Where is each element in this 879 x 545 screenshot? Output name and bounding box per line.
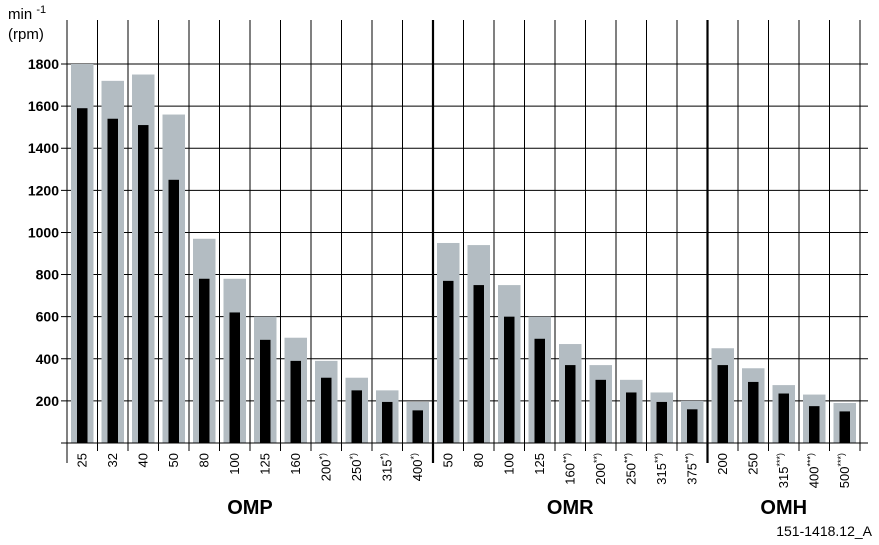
x-tick-label-footnote: **) bbox=[561, 453, 571, 463]
x-tick-label-footnote: *) bbox=[378, 453, 388, 460]
x-tick-label: 315***) bbox=[775, 453, 791, 488]
x-tick-label-number: 315 bbox=[379, 460, 394, 482]
x-tick-label: 315*) bbox=[378, 453, 394, 481]
x-tick-label: 200*) bbox=[317, 453, 333, 481]
bar-omp-dark bbox=[107, 118, 118, 443]
x-tick-label: 200 bbox=[715, 453, 730, 475]
bar-omh-dark bbox=[809, 406, 820, 443]
bar-omr-dark bbox=[565, 365, 576, 443]
y-tick-label: 1400 bbox=[28, 140, 59, 156]
bar-omp-dark bbox=[412, 410, 423, 443]
x-tick-label: 125 bbox=[532, 453, 547, 475]
figure-reference: 151-1418.12_A bbox=[776, 523, 872, 539]
bar-omh-dark bbox=[778, 393, 789, 443]
bar-omp-dark bbox=[168, 179, 179, 444]
x-tick-label-number: 250 bbox=[349, 460, 364, 482]
bars-layer bbox=[71, 64, 856, 444]
bar-omh-dark bbox=[839, 411, 850, 443]
x-tick-label-number: 315 bbox=[654, 463, 669, 485]
x-tick-label: 80 bbox=[471, 453, 486, 467]
y-axis-unit-rpm: (rpm) bbox=[8, 26, 44, 43]
bar-omp-dark bbox=[199, 278, 210, 443]
y-axis-unit-min-base: min bbox=[8, 6, 32, 23]
x-tick-label-number: 400 bbox=[410, 460, 425, 482]
y-tick-label: 1600 bbox=[28, 98, 59, 114]
bar-omp-dark bbox=[382, 401, 393, 443]
y-axis-unit-exponent: -1 bbox=[36, 4, 46, 16]
y-tick-label: 1200 bbox=[28, 182, 59, 198]
x-tick-label-number: 500 bbox=[837, 467, 852, 489]
y-tick-label: 600 bbox=[36, 309, 60, 325]
x-tick-label: 400***) bbox=[805, 453, 821, 488]
x-tick-label-number: 200 bbox=[593, 463, 608, 485]
x-tick-label: 80 bbox=[196, 453, 211, 467]
x-tick-label: 40 bbox=[135, 453, 150, 467]
x-tick-label: 250**) bbox=[622, 453, 638, 485]
bar-omr-dark bbox=[504, 316, 515, 443]
x-tick-label-number: 400 bbox=[806, 467, 821, 489]
x-tick-label-footnote: **) bbox=[653, 453, 663, 463]
x-tick-label: 400*) bbox=[409, 453, 425, 481]
y-axis-unit-min: min -1 bbox=[8, 4, 46, 23]
bar-omp-dark bbox=[290, 360, 301, 443]
axes-layer bbox=[61, 20, 868, 463]
bar-omr-dark bbox=[534, 338, 545, 443]
y-tick-label: 1000 bbox=[28, 224, 59, 240]
x-tick-label-footnote: *) bbox=[317, 453, 327, 460]
x-tick-label-number: 375 bbox=[684, 463, 699, 485]
x-tick-label-number: 250 bbox=[623, 463, 638, 485]
x-tick-label-number: 315 bbox=[776, 467, 791, 489]
group-label-omh: OMH bbox=[760, 497, 807, 519]
x-tick-label-footnote: *) bbox=[348, 453, 358, 460]
x-tick-label: 500***) bbox=[836, 453, 852, 488]
x-tick-label: 100 bbox=[227, 453, 242, 475]
y-tick-label: 1800 bbox=[28, 56, 59, 72]
x-tick-label: 125 bbox=[257, 453, 272, 475]
x-tick-label: 315**) bbox=[653, 453, 669, 485]
labels-layer: 200 400 600 800 1000 1200 1400 1600 1800 25 32 40 50… bbox=[28, 56, 852, 519]
x-tick-label: 32 bbox=[105, 453, 120, 467]
x-tick-label: 250 bbox=[745, 453, 760, 475]
bar-omp-dark bbox=[77, 108, 88, 443]
x-tick-label: 50 bbox=[166, 453, 181, 467]
grid-layer bbox=[61, 20, 868, 443]
bar-omh-dark bbox=[717, 365, 728, 443]
bar-omr-dark bbox=[443, 280, 454, 443]
x-tick-label-number: 160 bbox=[562, 463, 577, 485]
x-tick-label-footnote: ***) bbox=[805, 453, 815, 467]
x-tick-label-number: 200 bbox=[318, 460, 333, 482]
x-tick-label-footnote: **) bbox=[622, 453, 632, 463]
x-tick-label: 160 bbox=[288, 453, 303, 475]
bar-omp-dark bbox=[138, 125, 149, 444]
x-tick-label: 25 bbox=[74, 453, 89, 467]
x-tick-label-footnote: ***) bbox=[775, 453, 785, 467]
x-tick-label: 50 bbox=[440, 453, 455, 467]
bar-omr-dark bbox=[626, 392, 637, 443]
x-tick-label-footnote: *) bbox=[409, 453, 419, 460]
bar-omr-dark bbox=[595, 379, 606, 443]
bar-omp-dark bbox=[260, 339, 271, 443]
bar-omp-dark bbox=[229, 312, 240, 443]
x-tick-label-footnote: **) bbox=[683, 453, 693, 463]
x-tick-label: 375**) bbox=[683, 453, 699, 485]
group-label-omr: OMR bbox=[547, 497, 594, 519]
bar-omp-dark bbox=[321, 377, 332, 443]
y-tick-label: 800 bbox=[36, 267, 60, 283]
bar-omr-dark bbox=[687, 409, 698, 443]
bar-omr-dark bbox=[656, 401, 667, 443]
x-tick-label: 100 bbox=[501, 453, 516, 475]
bar-omp-dark bbox=[351, 390, 362, 443]
y-tick-label: 200 bbox=[36, 393, 60, 409]
x-tick-label: 160**) bbox=[561, 453, 577, 485]
x-tick-label: 200**) bbox=[592, 453, 608, 485]
bar-omh-dark bbox=[748, 381, 759, 443]
x-tick-label-footnote: ***) bbox=[836, 453, 846, 467]
bar-omr-dark bbox=[473, 285, 484, 443]
x-tick-label: 250*) bbox=[348, 453, 364, 481]
x-tick-label-footnote: **) bbox=[592, 453, 602, 463]
group-label-omp: OMP bbox=[227, 497, 273, 519]
y-tick-label: 400 bbox=[36, 351, 60, 367]
